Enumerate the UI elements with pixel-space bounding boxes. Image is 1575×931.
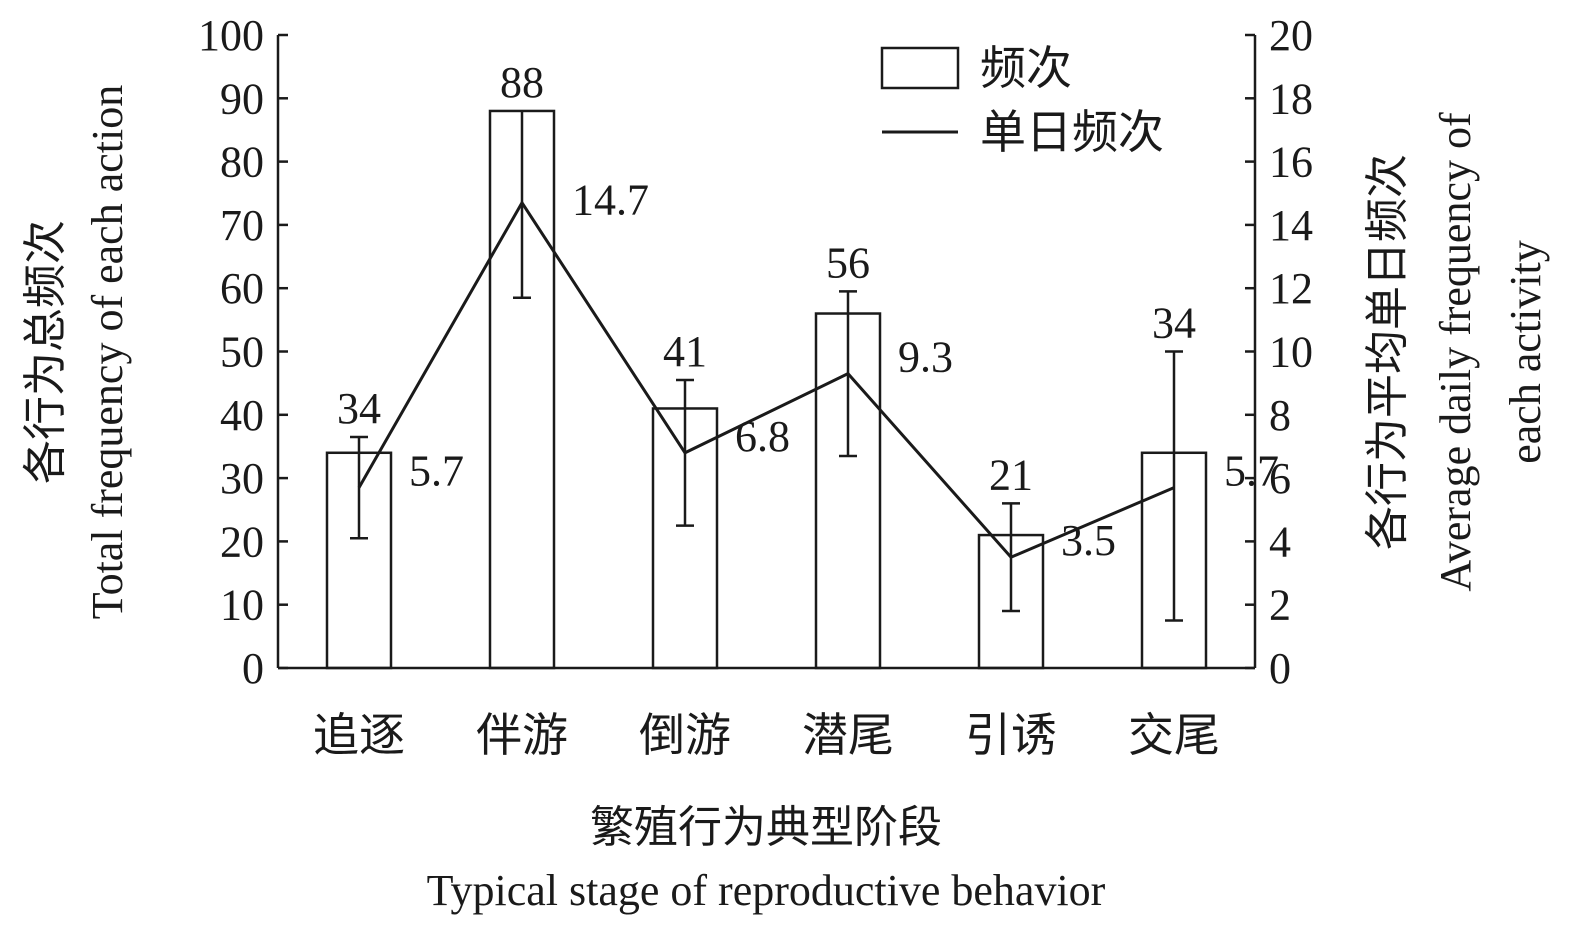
line-series — [357, 199, 1175, 560]
left-y-title-en: Total frequency of each action — [83, 85, 132, 619]
right-tick-label-3: 6 — [1269, 454, 1291, 503]
line-data-labels: 5.7 14.7 6.8 9.3 3.5 5.7 — [409, 176, 1279, 565]
left-tick-label-8: 80 — [220, 138, 264, 187]
category-label-2: 倒游 — [639, 710, 731, 761]
bar-3 — [814, 312, 882, 670]
line-value-label-4: 3.5 — [1061, 516, 1116, 565]
line-value-label-5: 5.7 — [1224, 447, 1279, 496]
right-tick-label-10: 20 — [1269, 11, 1313, 60]
legend: 频次 单日频次 — [880, 43, 1164, 158]
left-tick-label-5: 50 — [220, 328, 264, 377]
right-y-title-cn: 各行为平均单日频次 — [1363, 154, 1412, 550]
left-tick-label-10: 100 — [198, 11, 264, 60]
right-tick-label-0: 0 — [1269, 644, 1291, 693]
left-tick-label-2: 20 — [220, 517, 264, 566]
x-title-en: Typical stage of reproductive behavior — [427, 866, 1106, 915]
legend-bar-swatch — [880, 46, 960, 90]
line-value-label-2: 6.8 — [735, 412, 790, 461]
right-tick-label-6: 12 — [1269, 264, 1313, 313]
right-tick-label-7: 14 — [1269, 201, 1313, 250]
bar-series — [325, 109, 1208, 670]
line-value-label-0: 5.7 — [409, 447, 464, 496]
right-y-title-en-line2: each activity — [1501, 240, 1550, 464]
left-tick-label-6: 60 — [220, 264, 264, 313]
bar-value-label-5: 34 — [1152, 299, 1196, 348]
category-label-3: 潜尾 — [802, 710, 894, 761]
category-label-1: 伴游 — [476, 710, 568, 761]
line-value-label-1: 14.7 — [572, 176, 649, 225]
category-label-0: 追逐 — [313, 710, 405, 761]
left-tick-label-3: 30 — [220, 454, 264, 503]
bar-value-label-2: 41 — [663, 327, 707, 376]
left-y-title-cn: 各行为总频次 — [21, 220, 70, 484]
right-tick-label-1: 2 — [1269, 581, 1291, 630]
bar-value-label-3: 56 — [826, 238, 870, 287]
right-y-ticks: 0 2 4 6 8 10 12 14 16 18 20 — [1245, 11, 1313, 693]
category-label-5: 交尾 — [1128, 710, 1220, 761]
daily-frequency-line — [357, 199, 1175, 560]
line-value-label-3: 9.3 — [898, 333, 953, 382]
right-tick-label-9: 18 — [1269, 74, 1313, 123]
right-tick-label-5: 10 — [1269, 328, 1313, 377]
bar-value-label-4: 21 — [989, 450, 1033, 499]
left-tick-label-9: 90 — [220, 74, 264, 123]
category-label-4: 引诱 — [965, 710, 1057, 761]
right-y-title-en-line1: Average daily frequency of — [1431, 112, 1480, 592]
bar-value-label-0: 34 — [337, 384, 381, 433]
right-tick-label-8: 16 — [1269, 138, 1313, 187]
left-tick-label-4: 40 — [220, 391, 264, 440]
legend-line-label: 单日频次 — [980, 107, 1164, 158]
x-title-cn: 繁殖行为典型阶段 — [590, 803, 942, 852]
right-tick-label-4: 8 — [1269, 391, 1291, 440]
bar-data-labels: 34 88 41 56 21 34 — [337, 58, 1196, 499]
left-tick-label-0: 0 — [242, 644, 264, 693]
left-tick-label-1: 10 — [220, 581, 264, 630]
category-labels: 追逐 伴游 倒游 潜尾 引诱 交尾 — [313, 710, 1220, 761]
legend-bar-label: 频次 — [980, 43, 1072, 94]
right-tick-label-2: 4 — [1269, 517, 1291, 566]
left-y-ticks: 0 10 20 30 40 50 60 70 80 90 100 — [198, 11, 288, 693]
left-tick-label-7: 70 — [220, 201, 264, 250]
bar-value-label-1: 88 — [500, 58, 544, 107]
error-bars — [350, 110, 1183, 622]
